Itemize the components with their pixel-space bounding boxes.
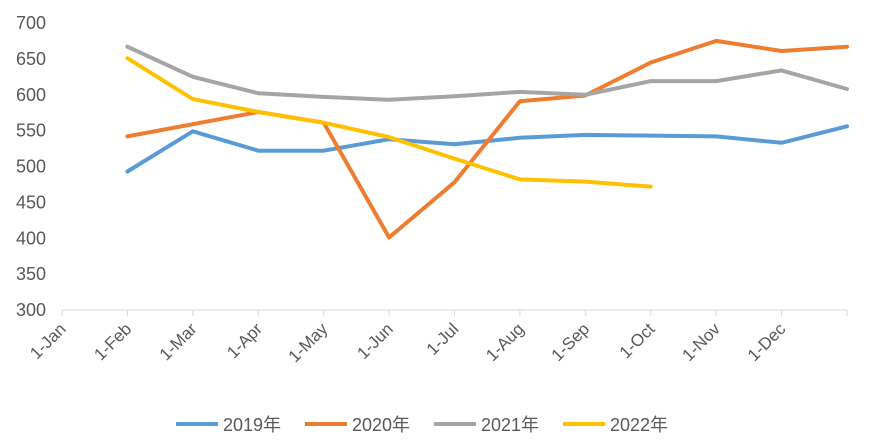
- y-tick-label: 650: [16, 49, 46, 69]
- x-tick-label: 1-Dec: [744, 319, 790, 365]
- x-tick-label: 1-Sep: [548, 319, 594, 365]
- series-line-2020: [125, 38, 849, 240]
- x-tick-label: 1-Jul: [423, 319, 462, 358]
- series-group: [125, 38, 849, 240]
- x-tick-label: 1-Oct: [616, 319, 659, 362]
- y-tick-label: 300: [16, 300, 46, 320]
- legend-label-2022: 2022年: [610, 415, 668, 435]
- x-tick-label: 1-Jun: [353, 319, 397, 363]
- y-tick-label: 400: [16, 228, 46, 248]
- legend-label-2020: 2020年: [352, 415, 410, 435]
- legend-label-2019: 2019年: [223, 415, 281, 435]
- y-tick-label: 600: [16, 85, 46, 105]
- x-axis: 1-Jan 1-Feb 1-Mar 1-Apr 1-May 1-Jun 1-Jul 1-Aug…: [26, 309, 848, 366]
- series-line-2022: [125, 56, 653, 189]
- y-tick-label: 450: [16, 192, 46, 212]
- x-tick-label: 1-Nov: [678, 319, 724, 365]
- x-tick-label: 1-Aug: [482, 319, 528, 365]
- series-line-2021: [125, 44, 849, 102]
- x-tick-label: 1-Mar: [156, 319, 201, 364]
- y-tick-label: 350: [16, 264, 46, 284]
- legend-label-2021: 2021年: [481, 415, 539, 435]
- y-tick-label: 700: [16, 13, 46, 33]
- x-tick-label: 1-May: [285, 319, 332, 366]
- x-tick-label: 1-Feb: [90, 319, 135, 364]
- y-tick-label: 550: [16, 121, 46, 141]
- legend: 2019年 2020年 2021年 2022年: [176, 415, 668, 435]
- series-line-2019: [125, 124, 849, 174]
- x-tick-label: 1-Jan: [26, 319, 70, 363]
- y-axis: 300 350 400 450 500 550 600 650 700: [16, 13, 46, 320]
- y-tick-label: 500: [16, 157, 46, 177]
- x-tick-label: 1-Apr: [223, 319, 266, 362]
